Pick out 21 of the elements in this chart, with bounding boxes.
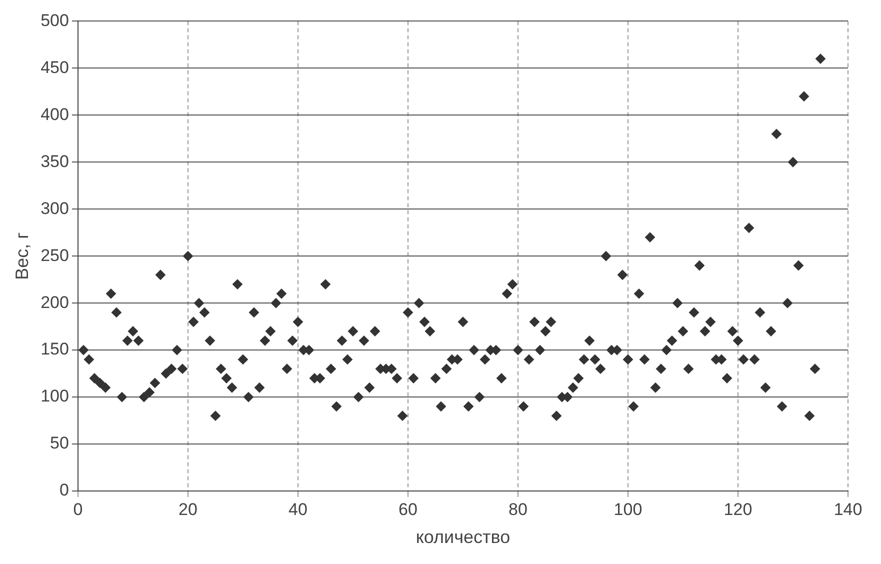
y-tick-label: 500 (40, 10, 69, 30)
y-tick-label: 150 (40, 340, 69, 359)
y-tick-label: 400 (40, 104, 69, 124)
y-tick-label: 350 (40, 152, 69, 171)
y-tick-label: 50 (50, 434, 69, 453)
y-tick-label: 250 (40, 246, 69, 265)
x-tick-label: 140 (834, 500, 862, 519)
x-tick-label: 100 (614, 500, 642, 519)
x-tick-label: 20 (178, 500, 198, 519)
x-tick-label: 0 (73, 500, 83, 519)
y-tick-label: 300 (40, 198, 69, 218)
x-tick-label: 120 (724, 500, 752, 519)
y-tick-label: 100 (40, 386, 69, 406)
x-tick-label: 60 (398, 500, 418, 519)
y-tick-label: 200 (40, 292, 69, 312)
y-axis-title: Вес, г (12, 232, 32, 280)
x-tick-label: 40 (288, 500, 308, 519)
y-tick-label: 450 (40, 58, 69, 77)
x-tick-label: 80 (508, 500, 528, 519)
y-tick-label: 0 (59, 480, 69, 500)
x-axis-title: количество (416, 527, 510, 548)
